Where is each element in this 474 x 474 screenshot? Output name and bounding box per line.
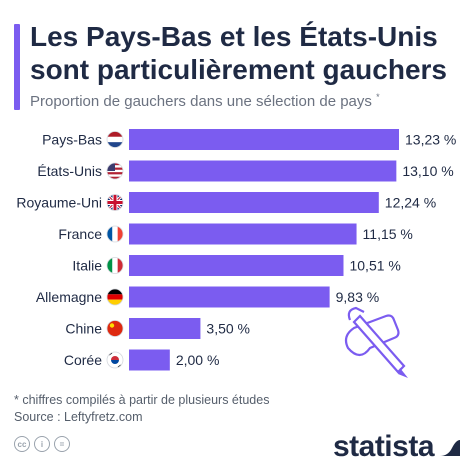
category-label: France <box>58 226 102 242</box>
bar-value-label: 10,51 % <box>349 258 400 274</box>
flag-italy-icon <box>106 257 124 274</box>
category-label: Chine <box>65 321 102 337</box>
bar-value-label: 12,24 % <box>385 195 436 211</box>
bar-value-label: 13,23 % <box>405 132 456 148</box>
attribution-icon[interactable]: i <box>34 436 50 452</box>
subtitle-text: Proportion de gauchers dans une sélectio… <box>30 93 372 110</box>
category-label: Corée <box>64 352 102 368</box>
statista-logo[interactable]: statista <box>332 430 435 463</box>
bar <box>129 160 397 182</box>
category-label: Pays-Bas <box>42 132 102 148</box>
category-label: Italie <box>72 258 102 274</box>
subtitle-asterisk: * <box>376 92 380 102</box>
statista-logo-mark-icon <box>440 440 460 456</box>
noderivs-icon[interactable]: = <box>54 436 70 452</box>
bar <box>129 255 344 276</box>
bar <box>129 286 330 308</box>
creative-commons-icon[interactable]: cc <box>14 436 30 452</box>
bar <box>129 223 357 245</box>
bar <box>129 349 170 371</box>
category-label: Allemagne <box>36 289 102 305</box>
bar <box>129 129 399 150</box>
flag-uk-icon <box>106 194 124 211</box>
chart-subtitle: Proportion de gauchers dans une sélectio… <box>30 92 380 110</box>
title-accent-bar <box>14 24 20 110</box>
bars-layer: 13,23 % Pays-Bas 13,10 % États-Unis 12,24 % R… <box>16 129 456 371</box>
footnote: * chiffres compilés à partir de plusieur… <box>14 392 269 426</box>
bar-value-label: 11,15 % <box>363 226 413 242</box>
flag-germany-icon <box>106 288 124 306</box>
bar-value-label: 9,83 % <box>336 289 380 305</box>
bar-value-label: 3,50 % <box>206 321 250 337</box>
bar <box>129 318 201 339</box>
chart-title: Les Pays-Bas et les États-Unis sont part… <box>30 21 448 85</box>
flag-usa-icon <box>106 162 124 180</box>
category-label: États-Unis <box>37 163 102 179</box>
bar-value-label: 2,00 % <box>176 352 220 368</box>
category-label: Royaume-Uni <box>16 195 102 211</box>
flag-korea-icon <box>106 351 124 369</box>
flag-china-icon <box>106 320 124 337</box>
flag-france-icon <box>106 225 124 243</box>
footnote-source: Source : Leftyfretz.com <box>14 410 143 424</box>
flag-netherlands-icon <box>106 131 124 148</box>
bar <box>129 192 379 213</box>
license-icons: cc i = <box>14 436 70 452</box>
bar-value-label: 13,10 % <box>402 163 453 179</box>
writing-hand-icon <box>344 306 408 378</box>
footnote-note: * chiffres compilés à partir de plusieur… <box>14 393 270 407</box>
